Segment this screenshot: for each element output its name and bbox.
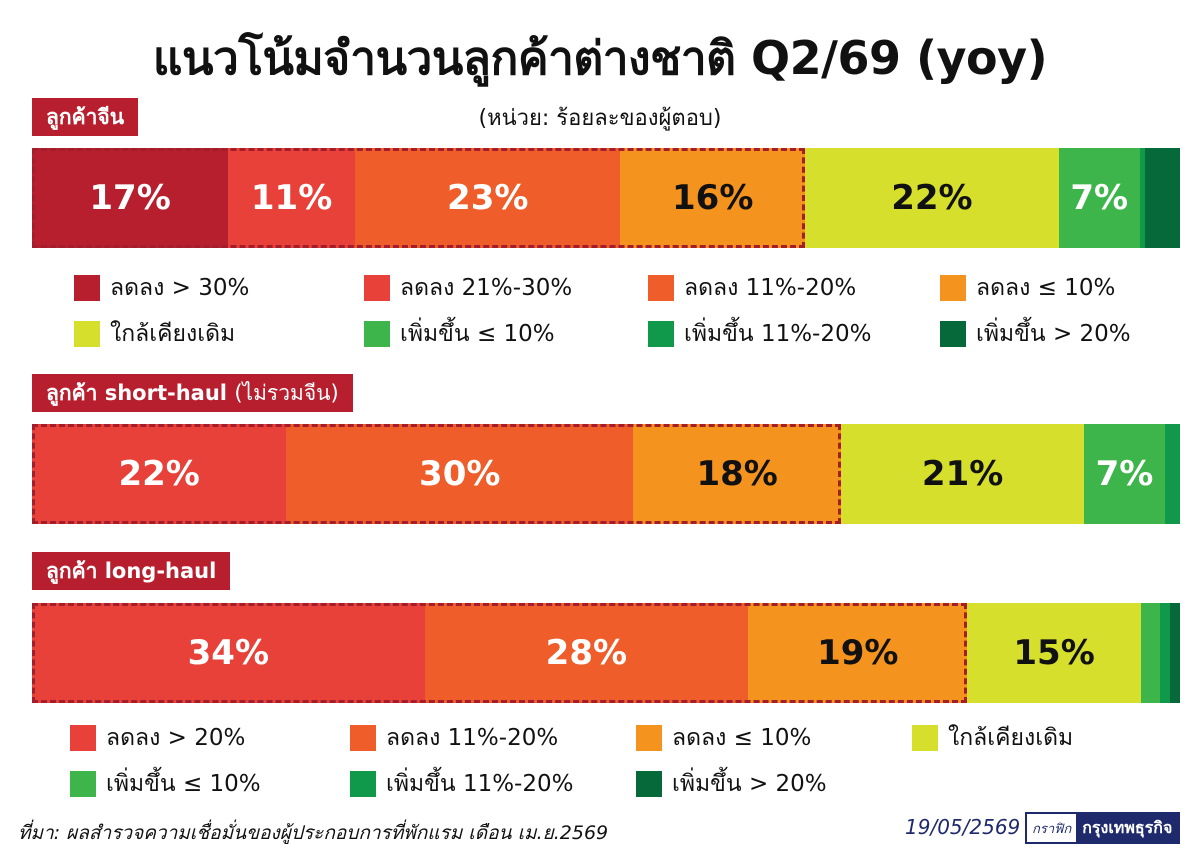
section-label-short-bold: ลูกค้า short-haul [46,381,227,405]
legend-label: ลดลง ≤ 10% [672,725,812,751]
legend-label: เพิ่มขึ้น > 20% [672,771,827,797]
legend-swatch [940,275,966,301]
data-label: 16% [672,178,754,218]
legend-swatch [350,725,376,751]
legend-swatch [74,275,100,301]
legend-label: เพิ่มขึ้น 11%-20% [684,321,872,347]
legend-label: ลดลง ≤ 10% [976,275,1116,301]
data-label: 19% [817,633,899,673]
legend-item: เพิ่มขึ้น > 20% [940,316,1131,352]
legend-item: ลดลง > 30% [74,270,249,306]
legend-label: ลดลง 21%-30% [400,275,573,301]
bar-segment: 28% [424,603,749,703]
bar-short-haul: 22% 30% 18% 21% 7% [32,424,1180,524]
data-label: 18% [696,454,778,494]
data-label: 22% [891,178,973,218]
data-label: 11% [250,178,333,218]
bar-segment [1139,148,1146,248]
legend-swatch [636,771,662,797]
bar-segment: 11% [228,148,356,248]
legend-item: ลดลง 11%-20% [350,720,558,756]
legend-label: เพิ่มขึ้น ≤ 10% [400,321,555,347]
legend-item: เพิ่มขึ้น 11%-20% [648,316,871,352]
brand-name: กรุงเทพธุรกิจ [1076,814,1179,842]
chart-title: แนวโน้มจำนวนลูกค้าต่างชาติ Q2/69 (yoy) [152,31,1048,85]
source-note: ที่มา: ผลสำรวจความเชื่อมั่นของผู้ประกอบก… [18,822,609,844]
data-label: 15% [1013,633,1095,673]
bar-segment: 19% [748,603,968,703]
section-label-short-haul: ลูกค้า short-haul (ไม่รวมจีน) [32,374,353,412]
legend-label: ลดลง 11%-20% [684,275,857,301]
bar-segment [1164,424,1180,524]
legend-label: เพิ่มขึ้น ≤ 10% [106,771,261,797]
data-label: 22% [118,454,200,494]
legend-swatch [912,725,938,751]
legend-swatch [636,725,662,751]
bar-segment: 7% [1084,424,1165,524]
data-label: 21% [921,454,1004,494]
bar-segment: 30% [286,424,634,524]
data-label: 23% [447,178,529,218]
legend-item: ใกล้เคียงเดิม [74,316,235,352]
legend-item: ลดลง > 20% [70,720,245,756]
legend-item: เพิ่มขึ้น 11%-20% [350,766,573,802]
bar-long-haul: 34% 28% 19% 15% [32,603,1180,703]
bar-segment: 21% [841,424,1084,524]
legend-swatch [364,275,390,301]
publish-date: 19/05/2569 [905,815,1021,839]
section-label-long-haul: ลูกค้า long-haul [32,552,231,590]
bar-segment: 16% [620,148,805,248]
legend-item: เพิ่มขึ้น ≤ 10% [364,316,555,352]
legend-item: ลดลง 11%-20% [648,270,856,306]
legend-label: ลดลง > 30% [110,275,250,301]
bar-segment: 22% [32,424,287,524]
legend-swatch [70,725,96,751]
section-label-short-note: (ไม่รวมจีน) [234,381,339,405]
legend-swatch [648,275,674,301]
legend-item: เพิ่มขึ้น > 20% [636,766,827,802]
data-label: 34% [187,633,270,673]
bar-china: 17% 11% 23% 16% 22% 7% [32,148,1180,248]
legend-swatch [70,771,96,797]
brand-graphic-label: กราฟิก [1027,814,1077,842]
legend-label: ลดลง > 20% [106,725,246,751]
legend-swatch [364,321,390,347]
bar-segment [1145,148,1180,248]
bar-segment: 18% [633,424,842,524]
legend-label: เพิ่มขึ้น 11%-20% [386,771,574,797]
bar-segment: 22% [805,148,1059,248]
legend-label: ใกล้เคียงเดิม [110,321,236,347]
legend-item: ลดลง ≤ 10% [940,270,1115,306]
data-label: 30% [419,454,501,494]
legend-swatch [74,321,100,347]
bar-segment: 23% [355,148,621,248]
bar-segment: 7% [1058,148,1140,248]
legend-swatch [648,321,674,347]
data-label: 28% [545,633,628,673]
section-label-china: ลูกค้าจีน [32,98,139,136]
legend-swatch [350,771,376,797]
unit-subtitle: (หน่วย: ร้อยละของผู้ตอบ) [478,106,722,131]
legend-item: ลดลง 21%-30% [364,270,572,306]
bar-segment: 15% [967,603,1141,703]
legend-swatch [940,321,966,347]
data-label: 7% [1095,454,1154,494]
legend-item: ใกล้เคียงเดิม [912,720,1073,756]
legend-item: ลดลง ≤ 10% [636,720,811,756]
data-label: 17% [89,178,171,218]
bar-segment [1140,603,1161,703]
legend-label: ลดลง 11%-20% [386,725,559,751]
brand-logo: กราฟิก กรุงเทพธุรกิจ [1025,812,1181,844]
bar-segment: 34% [32,603,425,703]
bar-segment: 17% [32,148,229,248]
bar-segment [1160,603,1170,703]
legend-item: เพิ่มขึ้น ≤ 10% [70,766,261,802]
legend-label: เพิ่มขึ้น > 20% [976,321,1131,347]
legend-label: ใกล้เคียงเดิม [948,725,1074,751]
data-label: 7% [1070,178,1129,218]
bar-segment [1169,603,1180,703]
